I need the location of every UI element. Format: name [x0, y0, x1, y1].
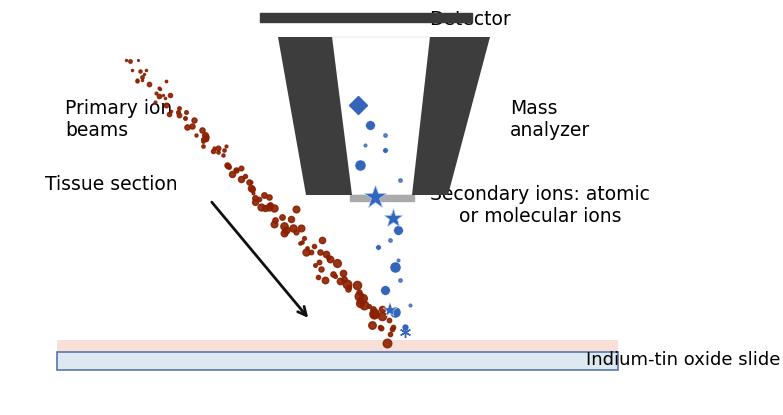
Polygon shape — [412, 37, 490, 195]
Bar — [57, 340, 618, 352]
Text: Secondary ions: atomic
or molecular ions: Secondary ions: atomic or molecular ions — [430, 185, 650, 225]
Text: Detector: Detector — [429, 10, 511, 29]
Text: Primary ion
beams: Primary ion beams — [65, 100, 172, 141]
Text: Indium-tin oxide slide: Indium-tin oxide slide — [586, 351, 780, 369]
Bar — [350, 195, 414, 201]
Bar — [57, 352, 618, 370]
Text: Tissue section: Tissue section — [45, 176, 178, 195]
Text: Mass
analyzer: Mass analyzer — [510, 100, 590, 141]
Polygon shape — [278, 37, 352, 195]
Polygon shape — [332, 37, 430, 195]
Bar — [260, 13, 472, 22]
